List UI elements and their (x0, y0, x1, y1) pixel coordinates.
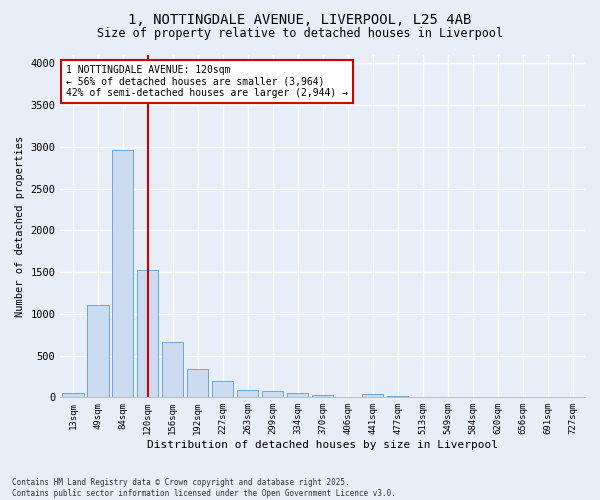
Bar (187, 369, 208, 398)
Bar (137, 270, 158, 398)
Bar (62, 392, 83, 398)
Bar (262, 390, 283, 398)
X-axis label: Distribution of detached houses by size in Liverpool: Distribution of detached houses by size … (147, 440, 498, 450)
Text: 1 NOTTINGDALE AVENUE: 120sqm
← 56% of detached houses are smaller (3,964)
42% of: 1 NOTTINGDALE AVENUE: 120sqm ← 56% of de… (65, 66, 347, 98)
Text: 1, NOTTINGDALE AVENUE, LIVERPOOL, L25 4AB: 1, NOTTINGDALE AVENUE, LIVERPOOL, L25 4A… (128, 12, 472, 26)
Bar (112, 150, 133, 398)
Bar (237, 390, 259, 398)
Bar (87, 304, 109, 398)
Bar (337, 396, 358, 398)
Y-axis label: Number of detached properties: Number of detached properties (15, 136, 25, 317)
Bar (212, 381, 233, 398)
Bar (362, 394, 383, 398)
Text: Contains HM Land Registry data © Crown copyright and database right 2025.
Contai: Contains HM Land Registry data © Crown c… (12, 478, 396, 498)
Bar (387, 396, 408, 398)
Text: Size of property relative to detached houses in Liverpool: Size of property relative to detached ho… (97, 28, 503, 40)
Bar (287, 393, 308, 398)
Bar (312, 396, 334, 398)
Bar (162, 342, 184, 398)
